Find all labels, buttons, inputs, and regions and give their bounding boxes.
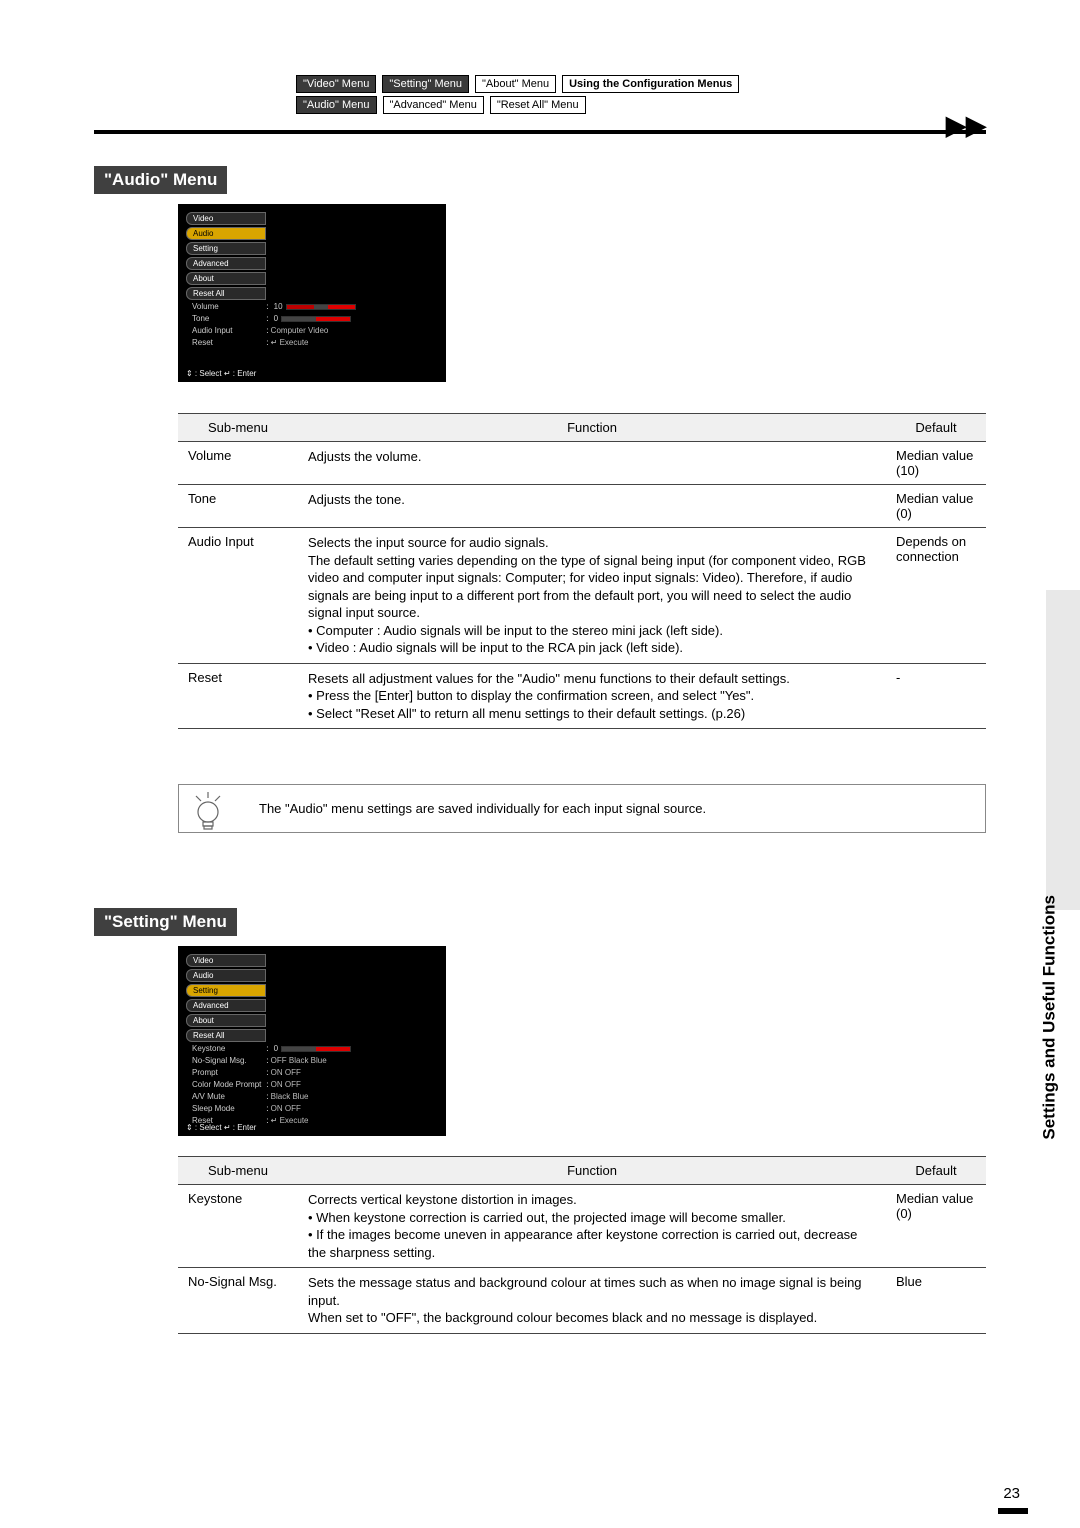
nav-video[interactable]: "Video" Menu: [296, 75, 376, 93]
page-number: 23: [1003, 1485, 1020, 1502]
menu-row: Sleep Mode : ON OFF: [192, 1104, 356, 1113]
menu-row: Reset : ↵ Execute: [192, 338, 356, 347]
menu-row: Prompt : ON OFF: [192, 1068, 356, 1077]
page-bar: [998, 1508, 1028, 1514]
th-default: Default: [886, 1157, 986, 1185]
top-nav-row1: "Video" Menu "Setting" Menu "About" Menu…: [296, 75, 739, 93]
nav-audio[interactable]: "Audio" Menu: [296, 96, 377, 114]
menu-tab: Advanced: [186, 999, 266, 1012]
tip-box: The "Audio" menu settings are saved indi…: [178, 784, 986, 833]
menu-tab: About: [186, 272, 266, 285]
table-row: Audio InputSelects the input source for …: [178, 528, 986, 664]
menu-tab: Setting: [186, 984, 266, 997]
cell-submenu: Keystone: [178, 1185, 298, 1268]
menu-tab: Video: [186, 954, 266, 967]
table-row: ToneAdjusts the tone.Median value (0): [178, 485, 986, 528]
menu-tab: Reset All: [186, 287, 266, 300]
menu-row: Volume : 10: [192, 302, 356, 311]
tip-text: The "Audio" menu settings are saved indi…: [259, 801, 706, 816]
th-submenu: Sub-menu: [178, 414, 298, 442]
setting-menu-screenshot: VideoAudioSettingAdvancedAboutReset All …: [178, 946, 446, 1136]
nav-about[interactable]: "About" Menu: [475, 75, 556, 93]
cell-function: Corrects vertical keystone distortion in…: [298, 1185, 886, 1268]
menu-tab: Reset All: [186, 1029, 266, 1042]
cell-submenu: Tone: [178, 485, 298, 528]
menu-footer: ⇕ : Select ↵ : Enter: [186, 369, 256, 378]
menu-row: Tone : 0: [192, 314, 356, 323]
cell-function: Selects the input source for audio signa…: [298, 528, 886, 664]
cell-function: Resets all adjustment values for the "Au…: [298, 663, 886, 729]
side-label: Settings and Useful Functions: [1040, 895, 1060, 1140]
menu-tab: Video: [186, 212, 266, 225]
cell-submenu: No-Signal Msg.: [178, 1268, 298, 1334]
audio-menu-heading: "Audio" Menu: [94, 166, 227, 194]
nav-resetall[interactable]: "Reset All" Menu: [490, 96, 586, 114]
menu-row: Color Mode Prompt : ON OFF: [192, 1080, 356, 1089]
divider: [94, 130, 986, 134]
cell-default: -: [886, 663, 986, 729]
cell-submenu: Reset: [178, 663, 298, 729]
cell-submenu: Audio Input: [178, 528, 298, 664]
th-function: Function: [298, 1157, 886, 1185]
forward-icon: ▶▶: [946, 110, 986, 141]
cell-submenu: Volume: [178, 442, 298, 485]
menu-tab: Advanced: [186, 257, 266, 270]
nav-advanced[interactable]: "Advanced" Menu: [383, 96, 484, 114]
menu-tab: Audio: [186, 969, 266, 982]
menu-tab: Audio: [186, 227, 266, 240]
table-row: VolumeAdjusts the volume.Median value (1…: [178, 442, 986, 485]
menu-tab: About: [186, 1014, 266, 1027]
cell-default: Blue: [886, 1268, 986, 1334]
cell-default: Median value (0): [886, 1185, 986, 1268]
menu-row: A/V Mute : Black Blue: [192, 1092, 356, 1101]
nav-setting[interactable]: "Setting" Menu: [382, 75, 469, 93]
table-row: ResetResets all adjustment values for th…: [178, 663, 986, 729]
menu-row: Keystone : 0: [192, 1044, 356, 1053]
setting-menu-heading: "Setting" Menu: [94, 908, 237, 936]
cell-default: Depends on connection: [886, 528, 986, 664]
cell-function: Sets the message status and background c…: [298, 1268, 886, 1334]
cell-default: Median value (10): [886, 442, 986, 485]
menu-row: Audio Input : Computer Video: [192, 326, 356, 335]
setting-table: Sub-menu Function Default KeystoneCorrec…: [178, 1156, 986, 1334]
menu-footer: ⇕ : Select ↵ : Enter: [186, 1123, 256, 1132]
top-nav-row2: "Audio" Menu "Advanced" Menu "Reset All"…: [296, 96, 586, 114]
cell-function: Adjusts the tone.: [298, 485, 886, 528]
menu-tab: Setting: [186, 242, 266, 255]
cell-default: Median value (0): [886, 485, 986, 528]
table-row: KeystoneCorrects vertical keystone disto…: [178, 1185, 986, 1268]
menu-row: No-Signal Msg. : OFF Black Blue: [192, 1056, 356, 1065]
audio-table: Sub-menu Function Default VolumeAdjusts …: [178, 413, 986, 729]
th-submenu: Sub-menu: [178, 1157, 298, 1185]
table-row: No-Signal Msg.Sets the message status an…: [178, 1268, 986, 1334]
audio-menu-screenshot: VideoAudioSettingAdvancedAboutReset All …: [178, 204, 446, 382]
side-tab: [1046, 590, 1080, 910]
cell-function: Adjusts the volume.: [298, 442, 886, 485]
nav-config[interactable]: Using the Configuration Menus: [562, 75, 739, 93]
th-function: Function: [298, 414, 886, 442]
th-default: Default: [886, 414, 986, 442]
